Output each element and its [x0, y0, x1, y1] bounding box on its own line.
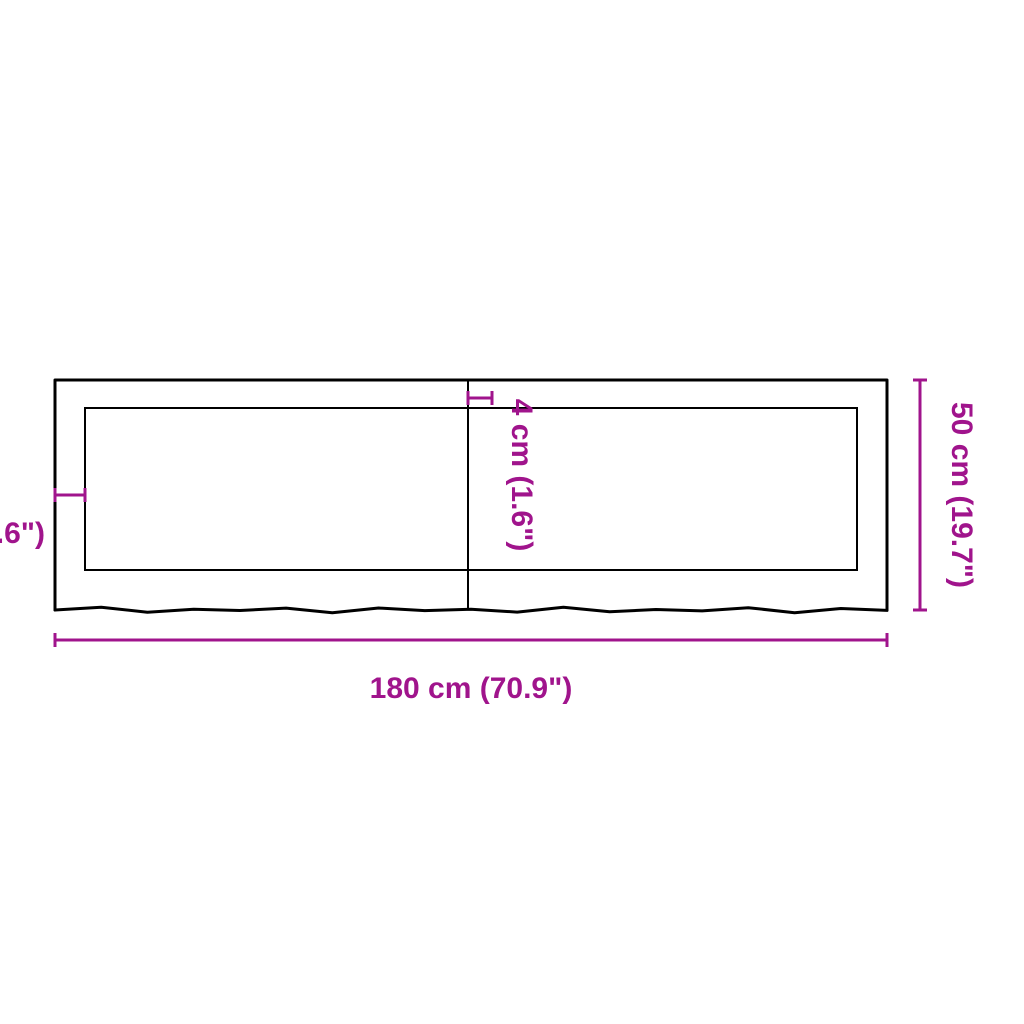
- inner-rectangle: [85, 408, 857, 570]
- dimension-width-label: 180 cm (70.9"): [370, 672, 573, 705]
- dimension-border-center: 4 cm (1.6"): [468, 391, 538, 551]
- dimension-width: 180 cm (70.9"): [55, 633, 887, 705]
- dimension-border-left: 4 cm (1.6"): [0, 488, 85, 550]
- dimension-height: 50 cm (19.7"): [913, 380, 978, 610]
- product-outline: [55, 380, 887, 613]
- dimension-height-label: 50 cm (19.7"): [945, 402, 978, 588]
- dimension-border-left-label: 4 cm (1.6"): [0, 517, 45, 550]
- dimension-border-center-label: 4 cm (1.6"): [505, 399, 538, 552]
